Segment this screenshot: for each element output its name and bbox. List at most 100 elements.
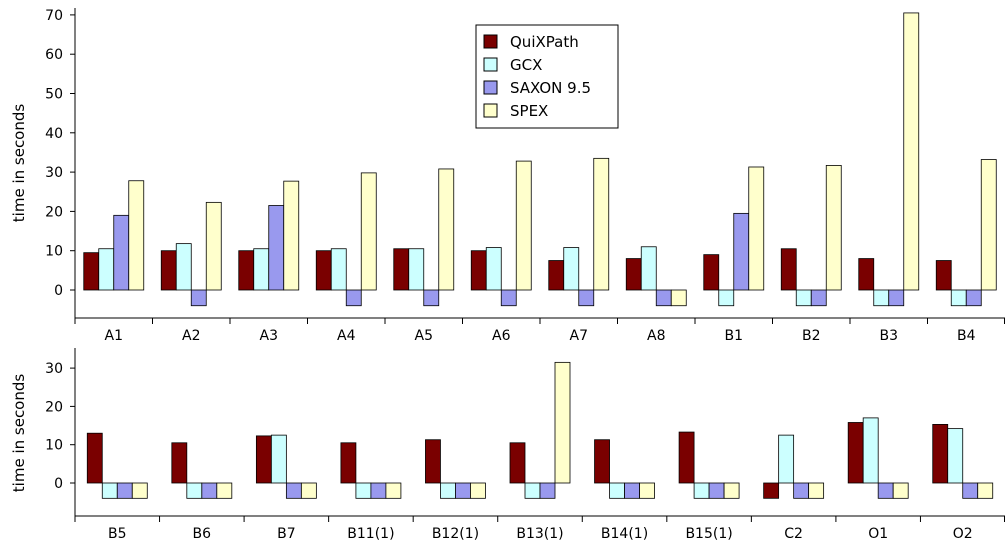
bar-gcx-b11-1 <box>355 482 372 499</box>
bar-saxon-9-5-a1 <box>113 214 130 291</box>
bar-gcx-b7 <box>270 434 287 484</box>
bar-saxon-9-5-b13-1 <box>539 482 556 499</box>
bar-spex-c2 <box>808 482 825 499</box>
bar-spex-a6 <box>515 160 532 291</box>
bar-saxon-9-5-b6 <box>201 482 218 499</box>
bar-gcx-a4 <box>330 248 347 291</box>
bar-gcx-a5 <box>408 248 425 291</box>
legend-swatch-gcx <box>483 57 498 72</box>
bar-quixpath-a2 <box>160 250 177 291</box>
bar-spex-b1 <box>748 166 765 291</box>
bar-spex-a7 <box>593 157 610 291</box>
bar-spex-b15-1 <box>723 482 740 499</box>
bar-quixpath-c2 <box>763 482 780 499</box>
x-tick-label: B12(1) <box>432 526 479 542</box>
bar-spex-b14-1 <box>639 482 655 499</box>
bar-saxon-9-5-a3 <box>268 205 285 291</box>
bar-saxon-9-5-b2 <box>810 289 827 307</box>
bar-gcx-b14-1 <box>609 482 625 499</box>
x-tick-label: A4 <box>337 328 356 344</box>
y-tick-label: 30 <box>45 165 63 181</box>
x-tick-label: A2 <box>182 328 200 344</box>
y-tick-label: 10 <box>45 244 63 260</box>
bar-saxon-9-5-a7 <box>578 289 595 307</box>
bar-gcx-b3 <box>873 289 890 307</box>
bar-quixpath-b4 <box>935 260 952 291</box>
bar-spex-b6 <box>216 482 233 499</box>
bar-gcx-a3 <box>253 248 270 291</box>
bar-gcx-b5 <box>101 482 118 499</box>
bars <box>83 12 997 307</box>
bar-saxon-9-5-b12-1 <box>455 482 471 499</box>
x-tick-label: C2 <box>784 526 803 542</box>
bar-quixpath-a5 <box>393 248 410 291</box>
bar-spex-a4 <box>360 172 377 291</box>
legend-label-spex: SPEX <box>510 102 548 120</box>
bar-gcx-o2 <box>947 428 964 484</box>
bar-quixpath-b1 <box>703 254 720 291</box>
y-tick-label: 20 <box>45 204 63 220</box>
bar-quixpath-a3 <box>238 250 255 291</box>
bar-gcx-a7 <box>563 247 580 291</box>
bar-gcx-a6 <box>485 247 502 291</box>
bar-spex-b12-1 <box>470 482 486 499</box>
bar-saxon-9-5-a5 <box>423 289 440 307</box>
bar-saxon-9-5-a6 <box>500 289 517 307</box>
bar-gcx-b13-1 <box>524 482 541 499</box>
bar-quixpath-a8 <box>625 258 642 291</box>
bar-gcx-b6 <box>186 482 203 499</box>
bar-saxon-9-5-c2 <box>793 482 810 499</box>
bar-quixpath-b7 <box>255 435 272 484</box>
bar-spex-b7 <box>300 482 317 499</box>
y-tick-label: 0 <box>54 283 63 299</box>
x-tick-label: A5 <box>415 328 433 344</box>
bar-saxon-9-5-o2 <box>962 482 979 499</box>
legend-swatch-saxon <box>483 80 498 95</box>
bar-saxon-9-5-b3 <box>888 289 905 307</box>
bar-quixpath-b15-1 <box>678 431 695 484</box>
x-tick-label: B14(1) <box>601 526 648 542</box>
x-tick-label: B11(1) <box>347 526 394 542</box>
bar-gcx-a8 <box>640 246 657 291</box>
bar-spex-b13-1 <box>554 361 571 484</box>
x-tick-label: O1 <box>868 526 888 542</box>
bar-quixpath-a6 <box>470 250 487 291</box>
bar-saxon-9-5-a8 <box>655 289 672 307</box>
bar-spex-o1 <box>892 482 909 499</box>
x-ticks: A1 A2 A3 A4 A5 A6 A7 A8 B1 B2 B3 B4 <box>74 318 1005 344</box>
x-ticks: B5 B6 B7 B11(1) B12(1) B13(1) B14(1) B15(1) C2 O1… <box>74 516 1005 542</box>
bar-gcx-b15-1 <box>693 482 710 499</box>
y-tick-label: 0 <box>54 476 63 492</box>
bar-gcx-o1 <box>862 417 879 484</box>
bar-saxon-9-5-b15-1 <box>708 482 725 499</box>
bar-spex-a3 <box>283 180 300 291</box>
x-tick-label: A3 <box>260 328 278 344</box>
x-tick-label: A8 <box>647 328 665 344</box>
bar-spex-a8 <box>670 289 687 307</box>
bar-gcx-c2 <box>778 434 795 484</box>
bar-saxon-9-5-b7 <box>285 482 302 499</box>
bar-spex-b5 <box>131 482 148 499</box>
bar-spex-b3 <box>903 12 920 291</box>
bars <box>86 361 994 499</box>
bar-saxon-9-5-b11-1 <box>370 482 387 499</box>
bar-quixpath-o2 <box>932 424 949 484</box>
x-tick-label: B15(1) <box>685 526 732 542</box>
y-tick-label: 40 <box>45 126 63 142</box>
y-tick-label: 20 <box>45 399 63 415</box>
bar-spex-b11-1 <box>385 482 402 499</box>
bar-quixpath-b12-1 <box>425 439 441 484</box>
y-ticks: 0 10 20 30 <box>45 361 75 492</box>
y-ticks: 0 10 20 30 40 50 60 70 <box>45 8 75 299</box>
bar-quixpath-a7 <box>548 260 565 291</box>
x-tick-label: B1 <box>724 328 743 344</box>
y-tick-label: 10 <box>45 438 63 454</box>
bar-spex-a1 <box>128 180 145 291</box>
legend: QuiXPath GCX SAXON 9.5 SPEX <box>475 24 619 129</box>
legend-label-gcx: GCX <box>510 56 542 74</box>
bar-gcx-b2 <box>795 289 812 307</box>
bar-quixpath-b13-1 <box>509 442 526 484</box>
bar-spex-a5 <box>438 168 455 291</box>
x-tick-label: A1 <box>105 328 123 344</box>
